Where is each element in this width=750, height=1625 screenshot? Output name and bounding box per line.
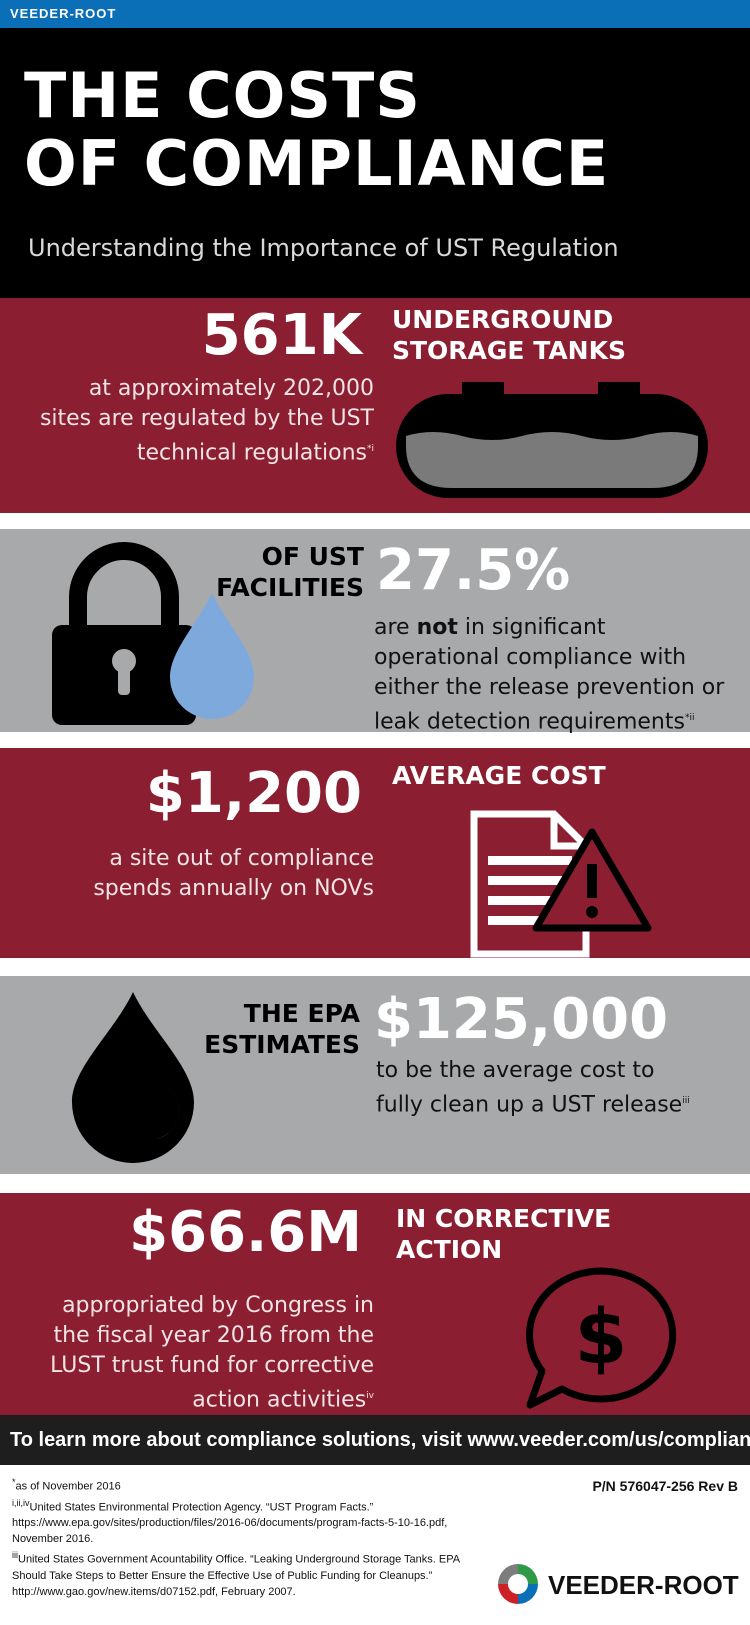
stat-section-cleanup: THE EPA ESTIMATES $125,000 to be the aver… [0, 976, 750, 1174]
stat-value: $125,000 [374, 987, 669, 1052]
stat-section-tanks: 561K UNDERGROUND STORAGE TANKS at approxi… [0, 298, 750, 513]
stat-label: THE EPA ESTIMATES [204, 999, 360, 1059]
stat-value: 27.5% [376, 538, 571, 603]
stat-description: at approximately 202,000 sites are regul… [39, 376, 374, 466]
stat-value: 561K [201, 303, 362, 368]
page-subtitle: Understanding the Importance of UST Regu… [28, 234, 619, 262]
stat-label: IN CORRECTIVE ACTION [396, 1204, 612, 1264]
storage-tank-icon [396, 382, 708, 498]
title-line-2: OF COMPLIANCE [24, 127, 610, 200]
veeder-root-logo-text: VEEDER-ROOT [548, 1570, 739, 1600]
stat-section-facilities: OF UST FACILITIES 27.5% are not in signif… [0, 529, 750, 734]
water-drop-icon [170, 593, 254, 719]
stat-description: a site out of compliance spends annually… [93, 846, 374, 901]
top-brand-bar: VEEDER-ROOT [0, 0, 750, 28]
stat-value: $1,200 [145, 761, 362, 826]
stat-label: OF UST FACILITIES [216, 542, 364, 602]
document-warning-icon [470, 810, 652, 958]
part-number: P/N 576047-256 Rev B [592, 1478, 738, 1494]
stat-description: appropriated by Congress in the fiscal y… [50, 1293, 374, 1413]
stat-value: $66.6M [129, 1200, 362, 1265]
padlock-icon [52, 542, 196, 725]
stat-section-average-cost: $1,200 AVERAGE COST a site out of compli… [0, 748, 750, 958]
footnote-2: i,ii,ivUnited States Environmental Prote… [12, 1497, 448, 1546]
top-brand-name: VEEDER-ROOT [10, 6, 117, 21]
footnote-3: iiiUnited States Government Acountabilit… [12, 1550, 461, 1598]
stat-description: are not in significant operational compl… [374, 615, 725, 735]
call-to-action-bar: To learn more about compliance solutions… [0, 1415, 750, 1465]
call-to-action-link[interactable]: To learn more about compliance solutions… [10, 1429, 750, 1451]
stat-label: AVERAGE COST [392, 761, 606, 790]
stat-section-corrective-action: $66.6M IN CORRECTIVE ACTION appropriated … [0, 1193, 750, 1415]
footnote-1: *as of November 2016 [12, 1477, 121, 1493]
stat-label: UNDERGROUND STORAGE TANKS [392, 305, 626, 365]
page-title: THE COSTS OF COMPLIANCE [24, 62, 609, 198]
footnotes: *as of November 2016 i,ii,ivUnited State… [12, 1474, 482, 1600]
oil-drop-icon [72, 992, 194, 1163]
veeder-root-logo-icon [498, 1564, 538, 1604]
hero-header: THE COSTS OF COMPLIANCE Understanding th… [0, 28, 750, 298]
stat-description: to be the average cost to fully clean up… [376, 1058, 690, 1118]
svg-text:$: $ [575, 1292, 628, 1381]
dollar-speech-bubble-icon: $ [526, 1267, 677, 1409]
title-line-1: THE COSTS [24, 59, 421, 132]
